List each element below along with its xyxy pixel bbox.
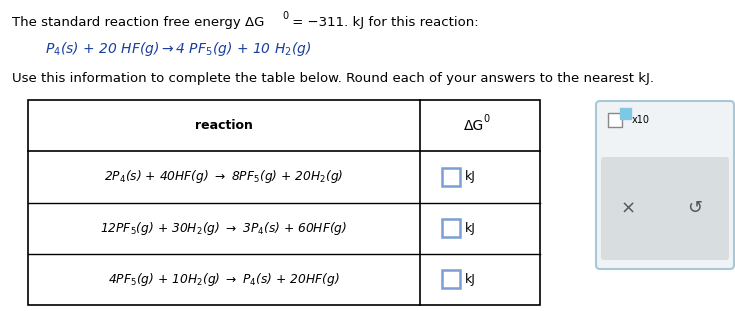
- Text: Use this information to complete the table below. Round each of your answers to : Use this information to complete the tab…: [12, 72, 654, 85]
- Text: kJ: kJ: [465, 222, 476, 234]
- Text: 2P$_4$($s$) + 40HF($g$) $\rightarrow$ 8PF$_5$($g$) + 20H$_2$($g$): 2P$_4$($s$) + 40HF($g$) $\rightarrow$ 8P…: [104, 168, 344, 185]
- FancyBboxPatch shape: [601, 157, 729, 260]
- Text: The standard reaction free energy ΔG: The standard reaction free energy ΔG: [12, 16, 265, 29]
- FancyBboxPatch shape: [596, 101, 734, 269]
- Bar: [608, 113, 622, 127]
- Bar: [442, 270, 460, 288]
- Bar: [442, 168, 460, 186]
- Bar: [442, 219, 460, 237]
- Text: x10: x10: [632, 115, 650, 125]
- Text: 12PF$_5$($g$) + 30H$_2$($g$) $\rightarrow$ 3P$_4$($s$) + 60HF($g$): 12PF$_5$($g$) + 30H$_2$($g$) $\rightarro…: [101, 220, 348, 237]
- Text: 4PF$_5$($g$) + 10H$_2$($g$) $\rightarrow$ P$_4$($s$) + 20HF($g$): 4PF$_5$($g$) + 10H$_2$($g$) $\rightarrow…: [108, 271, 340, 288]
- Text: ↺: ↺: [687, 199, 703, 217]
- Text: kJ: kJ: [465, 273, 476, 286]
- Text: ×: ×: [620, 199, 636, 217]
- Text: reaction: reaction: [195, 119, 253, 132]
- Bar: [620, 108, 631, 119]
- Text: 0: 0: [483, 114, 489, 124]
- Bar: [28, 100, 540, 305]
- Text: 0: 0: [282, 11, 288, 21]
- Text: kJ: kJ: [465, 170, 476, 183]
- Text: P$_4$(s) + 20 HF($g$)$\rightarrow$4 PF$_5$($g$) + 10 H$_2$($g$): P$_4$(s) + 20 HF($g$)$\rightarrow$4 PF$_…: [45, 40, 312, 58]
- Text: ΔG: ΔG: [464, 118, 484, 132]
- Text: = −311. kJ for this reaction:: = −311. kJ for this reaction:: [288, 16, 478, 29]
